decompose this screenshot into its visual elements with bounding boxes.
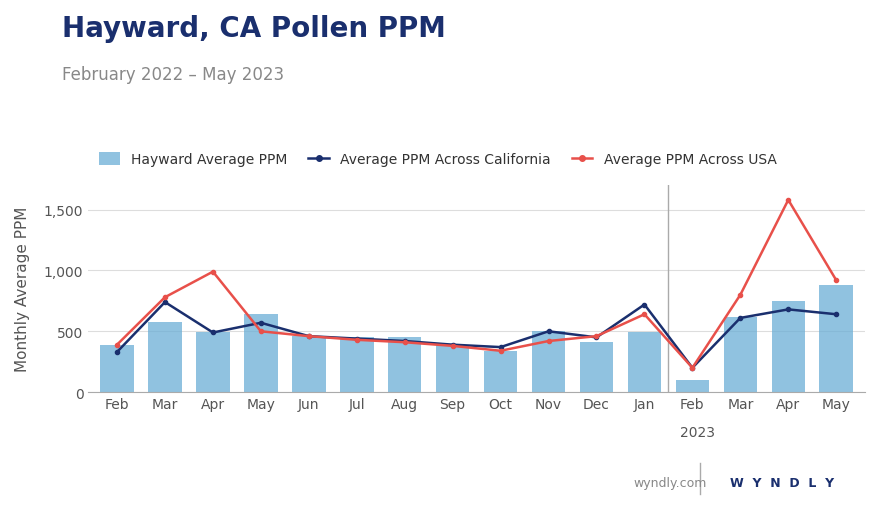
Bar (580, 343, 613, 392)
Bar (819, 286, 853, 392)
Text: February 2022 – May 2023: February 2022 – May 2023 (62, 66, 283, 84)
Bar (340, 337, 373, 392)
Bar (436, 345, 469, 392)
Bar (244, 315, 278, 392)
Bar (196, 333, 230, 392)
Bar (723, 317, 757, 392)
Bar (388, 337, 422, 392)
Bar (100, 345, 134, 392)
Text: 2023: 2023 (679, 425, 715, 439)
Bar (627, 333, 661, 392)
Text: Hayward, CA Pollen PPM: Hayward, CA Pollen PPM (62, 15, 445, 43)
Y-axis label: Monthly Average PPM: Monthly Average PPM (15, 207, 30, 372)
Bar (772, 301, 805, 392)
Bar (676, 380, 709, 392)
Bar (484, 351, 517, 392)
Bar (148, 322, 182, 392)
Text: wyndly.com: wyndly.com (634, 476, 707, 489)
Bar (292, 336, 326, 392)
Text: W  Y  N  D  L  Y: W Y N D L Y (730, 476, 834, 489)
Legend: Hayward Average PPM, Average PPM Across California, Average PPM Across USA: Hayward Average PPM, Average PPM Across … (93, 148, 782, 173)
Bar (532, 332, 565, 392)
